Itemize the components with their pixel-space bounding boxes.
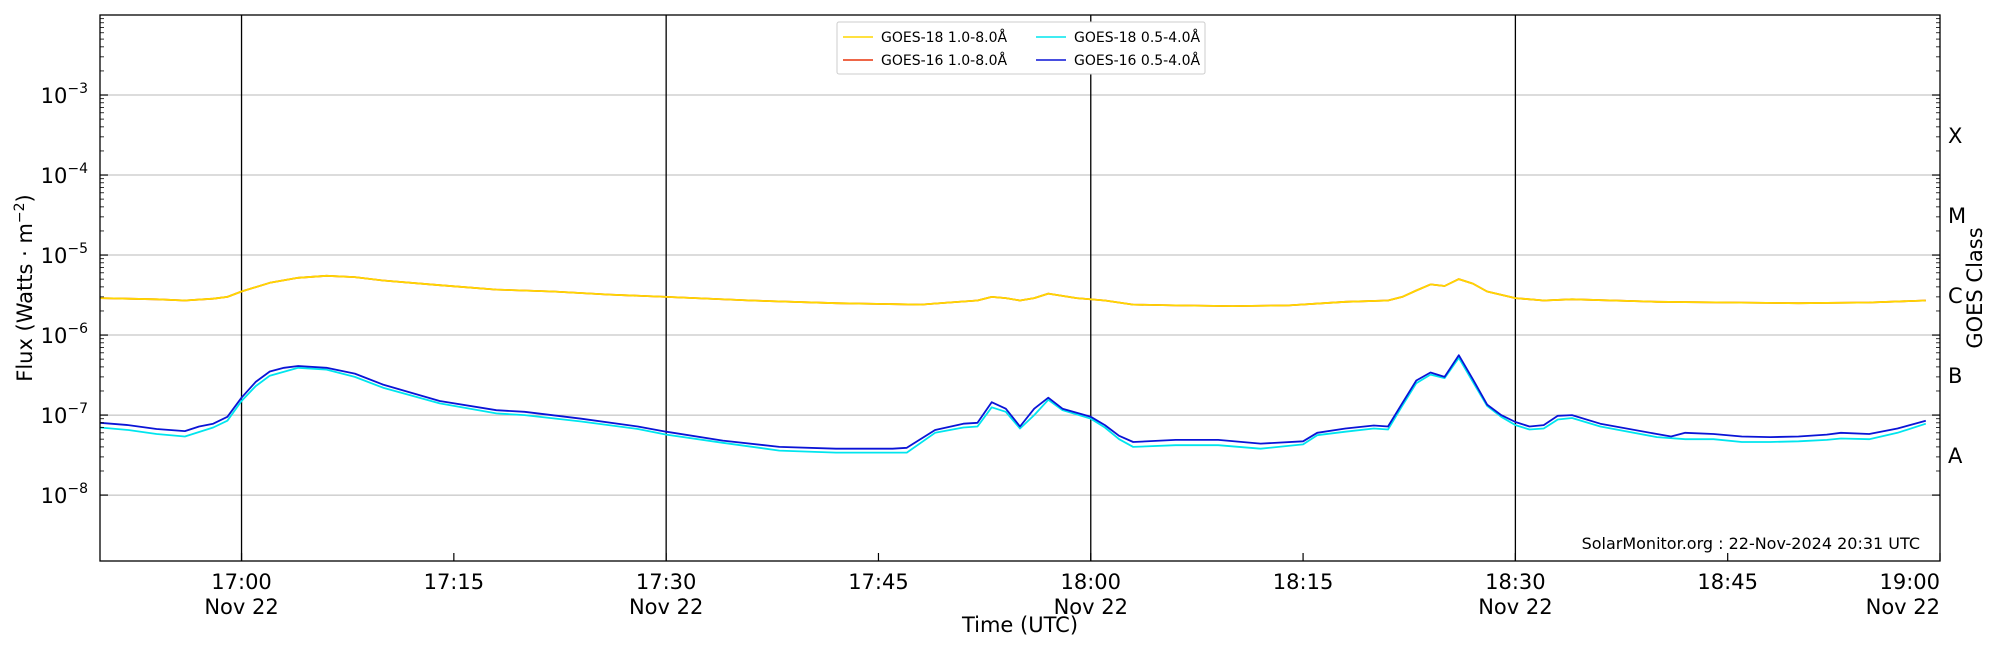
credit-text: SolarMonitor.org : 22-Nov-2024 20:31 UTC: [1582, 534, 1920, 553]
y-tick-label: 10−3: [41, 81, 88, 108]
day-time-lines: [240, 15, 1517, 561]
right-axis-title: GOES Class: [1963, 227, 1987, 348]
goes-class-a: A: [1948, 444, 1963, 468]
x-tick-date-label: Nov 22: [1866, 595, 1940, 619]
y-tick-label: 10−7: [41, 401, 88, 428]
plot-frame: [99, 14, 1941, 562]
x-tick-label: 17:30: [636, 570, 697, 594]
x-tick-label: 18:30: [1485, 570, 1546, 594]
goes-class-labels: A B C M X: [1948, 124, 1966, 468]
y-axis-title: Flux (Watts · m−2): [12, 194, 37, 382]
x-tick-label: 18:15: [1273, 570, 1334, 594]
y-tick-label: 10−6: [41, 321, 88, 348]
goes-class-b: B: [1948, 364, 1962, 388]
x-tick-label: 17:45: [848, 570, 909, 594]
legend-label-goes16-long: GOES-16 1.0-8.0Å: [881, 52, 1007, 69]
y-tick-label: 10−5: [41, 241, 88, 268]
goes-class-c: C: [1948, 284, 1963, 308]
goes-class-m: M: [1948, 204, 1966, 228]
x-tick-date-label: Nov 22: [1478, 595, 1552, 619]
legend-label-goes16-short: GOES-16 0.5-4.0Å: [1074, 52, 1200, 69]
x-tick-date-label: Nov 22: [204, 595, 278, 619]
x-axis-title: Time (UTC): [961, 613, 1078, 637]
x-tick-label: 17:00: [211, 570, 272, 594]
series-line-3: [99, 354, 1927, 450]
grid-lines: [100, 94, 1940, 496]
series-line-2: [99, 356, 1927, 454]
y-axis-ticks: 10−8 10−7 10−6 10−5 10−4 10−3: [41, 18, 1940, 508]
y-tick-label: 10−8: [41, 481, 88, 508]
series-line-0: [99, 274, 1926, 307]
x-tick-label: 17:15: [424, 570, 485, 594]
legend-box: [836, 21, 1206, 75]
legend-label-goes18-long: GOES-18 1.0-8.0Å: [881, 29, 1007, 46]
y-tick-label: 10−4: [41, 161, 88, 188]
x-tick-label: 19:00: [1879, 570, 1940, 594]
legend: GOES-18 1.0-8.0Å GOES-16 1.0-8.0Å GOES-1…: [836, 21, 1206, 75]
goes-class-x: X: [1948, 124, 1962, 148]
x-tick-label: 18:00: [1061, 570, 1122, 594]
x-tick-label: 18:45: [1697, 570, 1758, 594]
series-lines: [99, 274, 1927, 454]
legend-label-goes18-short: GOES-18 0.5-4.0Å: [1074, 29, 1200, 46]
x-tick-date-label: Nov 22: [629, 595, 703, 619]
x-tick-date-label: Nov 22: [1054, 595, 1128, 619]
